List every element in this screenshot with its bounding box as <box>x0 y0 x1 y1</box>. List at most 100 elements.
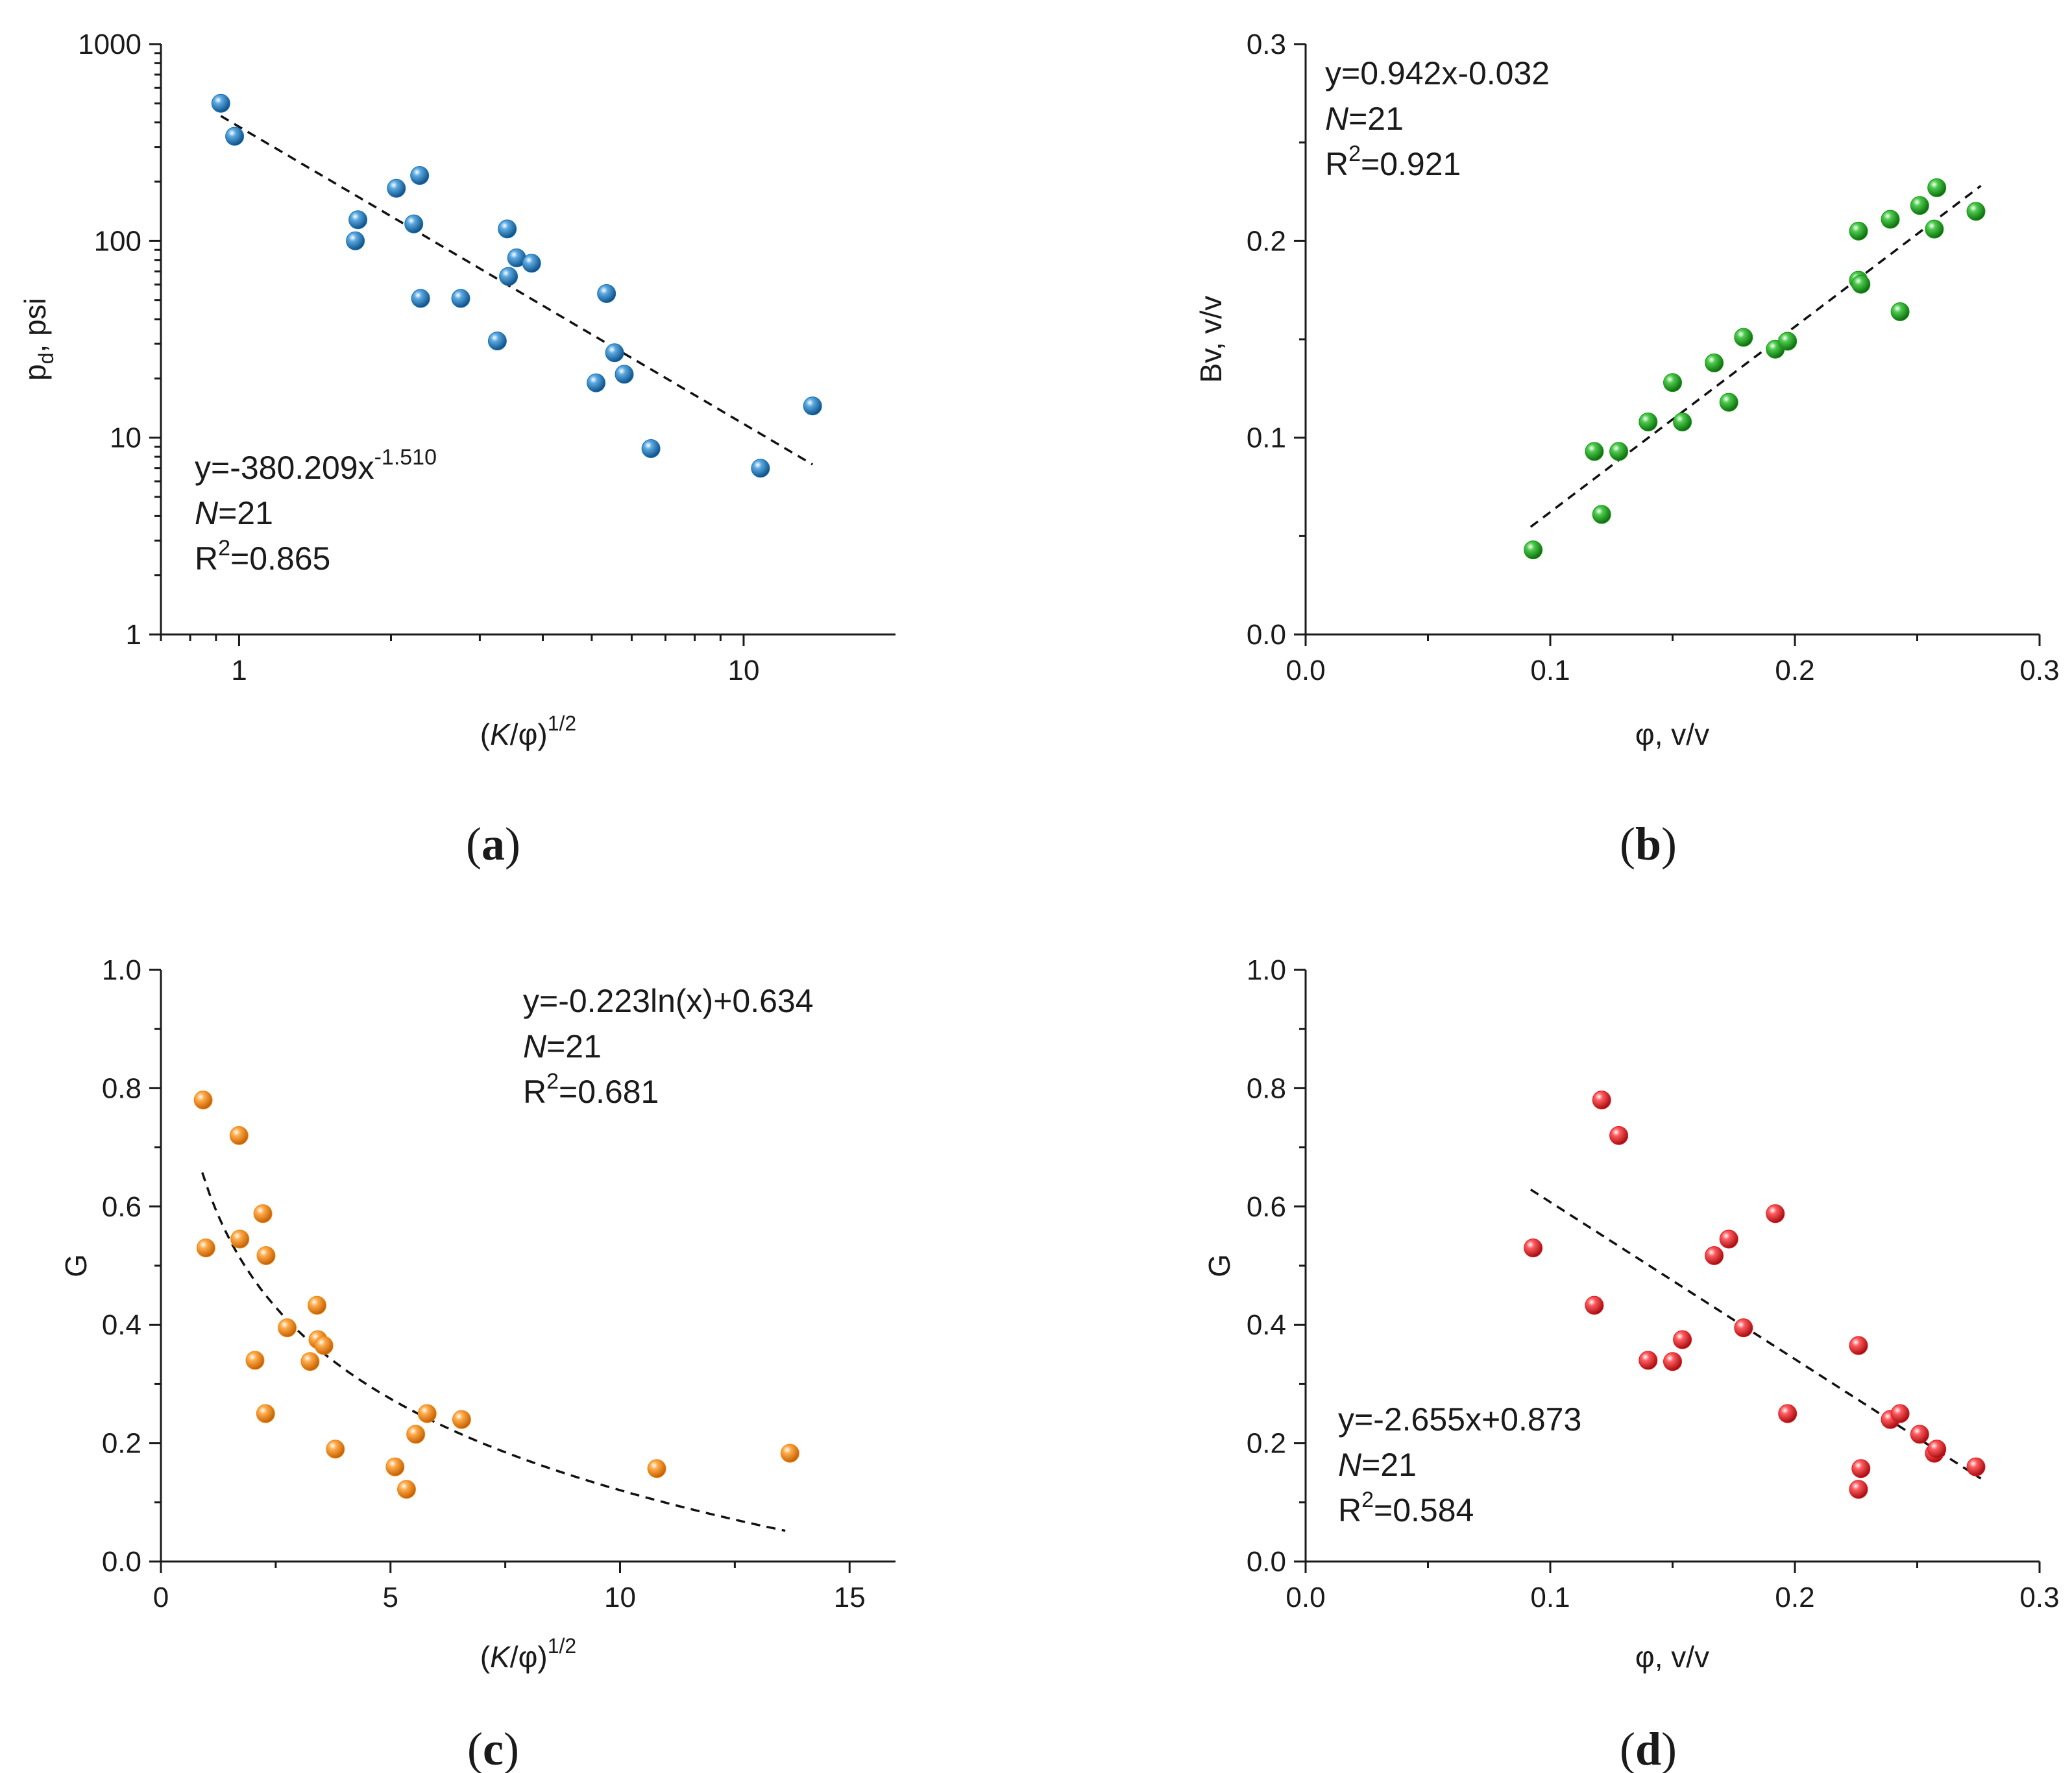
svg-text:y=0.942x-0.032: y=0.942x-0.032 <box>1325 55 1550 91</box>
panel-b-y-tick-label: 0.1 <box>1247 422 1286 454</box>
panel-c-data-point <box>326 1440 345 1459</box>
panel-a-x-tick-label: 1 <box>231 655 247 686</box>
panel-c-label: (c) <box>467 1723 519 1773</box>
panel-b-data-point <box>1639 412 1658 431</box>
svg-text:R2=0.921: R2=0.921 <box>1325 141 1461 182</box>
panel-c-data-point <box>230 1229 250 1249</box>
panel-b-data-point <box>1849 221 1868 241</box>
panel-d-x-tick-label: 0.2 <box>1775 1582 1814 1613</box>
svg-text:y=-0.223ln(x)+0.634: y=-0.223ln(x)+0.634 <box>523 983 814 1019</box>
svg-text:R2=0.584: R2=0.584 <box>1338 1488 1474 1528</box>
panel-a-data-point <box>404 214 424 234</box>
panel-b-minor-ticks <box>1299 141 1918 641</box>
panel-a-data-point <box>211 93 230 113</box>
panel-c-data-point <box>314 1336 334 1355</box>
panel-b-x-axis-label: φ, v/v <box>1635 718 1709 751</box>
panel-d-y-tick-label: 0.2 <box>1247 1428 1286 1460</box>
panel-a-y-tick-label: 100 <box>94 225 141 257</box>
panel-a-data-point <box>451 289 470 308</box>
panel-c-x-tick-label: 10 <box>604 1582 636 1613</box>
panel-c-ticks <box>149 969 851 1573</box>
panel-b: 0.0 0.1 0.2 0.3 0.0 0.1 0.2 0.3 φ, v/v B… <box>1194 29 2060 870</box>
panel-c-data-point <box>397 1480 416 1499</box>
panel-c-x-tick-label: 0 <box>153 1582 169 1613</box>
panel-d-data-point <box>1609 1126 1629 1145</box>
panel-a-data-point <box>487 332 507 351</box>
panel-c-data-point <box>245 1351 265 1370</box>
panel-c-data-point <box>229 1126 249 1145</box>
svg-text:R2=0.865: R2=0.865 <box>195 536 330 577</box>
panel-c-y-tick-label: 0.8 <box>102 1072 141 1104</box>
panel-d-data-point <box>1766 1204 1785 1224</box>
panel-a-y-tick-labels: 1 10 100 1000 <box>78 29 141 651</box>
panel-d-data-point <box>1734 1318 1753 1338</box>
panel-b-plot-frame <box>1304 44 2040 636</box>
panel-d-data-point <box>1910 1425 1929 1444</box>
panel-a-data-point <box>605 343 624 363</box>
panel-d-data-point <box>1585 1296 1604 1315</box>
panel-c-data-point <box>300 1352 320 1371</box>
panel-d-y-tick-label: 0.6 <box>1247 1191 1286 1223</box>
panel-d-data-point <box>1719 1229 1738 1249</box>
panel-d-data-point <box>1639 1351 1658 1370</box>
panel-c-data-point <box>308 1296 326 1315</box>
panel-b-y-tick-label: 0.0 <box>1247 619 1286 651</box>
panel-d-y-tick-label: 0.8 <box>1247 1072 1286 1104</box>
panel-d-points <box>1524 1091 1986 1499</box>
panel-d-y-tick-labels: 0.0 0.2 0.4 0.6 0.8 1.0 <box>1247 954 1286 1578</box>
panel-b-y-tick-label: 0.2 <box>1247 225 1286 257</box>
panel-a-data-point <box>615 365 634 384</box>
panel-c-fit-line <box>201 1172 786 1532</box>
svg-text:N=21: N=21 <box>523 1028 602 1065</box>
panel-b-data-point <box>1881 210 1900 229</box>
panel-c: 0 5 10 15 0.0 0.2 0.4 0.6 0.8 1.0 (K/φ)1… <box>59 954 896 1773</box>
panel-a-data-point <box>597 284 616 303</box>
panel-a-y-tick-label: 1000 <box>78 29 141 60</box>
panel-b-data-point <box>1910 196 1929 215</box>
panel-b-x-tick-label: 0.1 <box>1530 655 1570 686</box>
panel-a-data-point <box>225 127 245 146</box>
panel-a-points <box>211 93 822 478</box>
panel-c-data-point <box>406 1425 426 1444</box>
panel-c-minor-ticks <box>154 1028 736 1568</box>
panel-b-data-point <box>1966 202 1986 221</box>
panel-c-data-point <box>196 1238 215 1258</box>
panel-d-fit-line <box>1530 1188 1982 1480</box>
panel-d-data-point <box>1592 1091 1611 1110</box>
panel-b-data-point <box>1778 332 1798 351</box>
panel-b-data-point <box>1851 274 1871 294</box>
panel-b-data-point <box>1592 505 1611 524</box>
panel-b-data-point <box>1734 328 1753 347</box>
panel-b-y-tick-labels: 0.0 0.1 0.2 0.3 <box>1247 29 1286 651</box>
panel-c-y-axis-label: G <box>59 1254 93 1277</box>
panel-a-data-point <box>498 219 517 239</box>
panel-d-x-tick-labels: 0.0 0.1 0.2 0.3 <box>1286 1582 2059 1613</box>
panel-d-y-axis-label: G <box>1202 1254 1236 1277</box>
panel-c-y-tick-label: 0.6 <box>102 1191 141 1223</box>
panel-c-data-point <box>452 1410 471 1429</box>
panel-c-y-tick-label: 0.0 <box>102 1546 141 1578</box>
panel-d-x-tick-label: 0.3 <box>2019 1582 2059 1613</box>
panel-d-x-tick-label: 0.0 <box>1286 1582 1325 1613</box>
panel-a-data-point <box>587 373 606 392</box>
panel-a-data-point <box>641 439 661 458</box>
panel-a-data-point <box>522 254 541 273</box>
panel-d-x-tick-label: 0.1 <box>1530 1582 1570 1613</box>
panel-a-fit-line <box>220 115 814 466</box>
panel-b-x-tick-label: 0.2 <box>1775 655 1814 686</box>
panel-b-data-point <box>1663 373 1682 392</box>
panel-a-data-point <box>751 459 770 478</box>
panel-c-equation: y=-0.223ln(x)+0.634 N=21 R2=0.681 <box>523 983 814 1110</box>
panel-a-data-point <box>348 210 368 230</box>
panel-a-data-point <box>387 178 406 198</box>
panel-d-label: (d) <box>1620 1723 1677 1773</box>
panel-a-y-tick-label: 1 <box>126 619 141 651</box>
panel-c-y-tick-label: 0.2 <box>102 1428 141 1460</box>
panel-c-data-point <box>780 1443 799 1463</box>
panel-d-data-point <box>1663 1352 1682 1371</box>
svg-text:y=-2.655x+0.873: y=-2.655x+0.873 <box>1338 1401 1581 1438</box>
panel-c-x-tick-labels: 0 5 10 15 <box>153 1582 866 1613</box>
panel-c-data-point <box>256 1246 276 1265</box>
panel-c-x-tick-label: 15 <box>834 1582 866 1613</box>
panel-a-y-axis-label: pd, psi <box>18 298 58 381</box>
